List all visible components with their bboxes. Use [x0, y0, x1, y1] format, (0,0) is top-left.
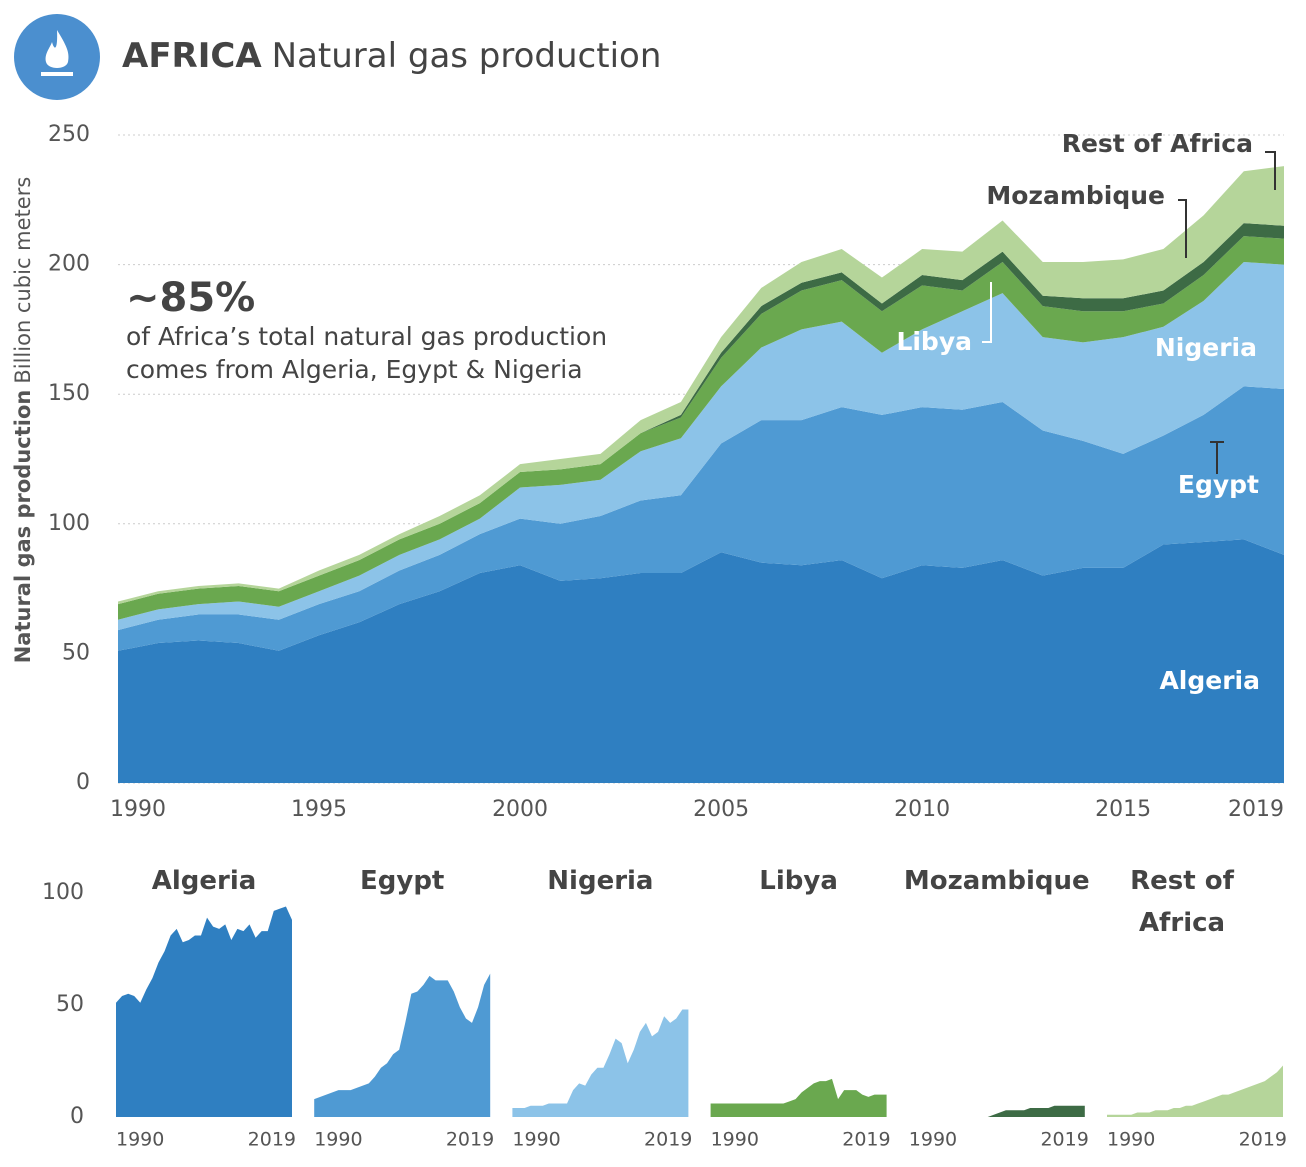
- annotation-line: comes from Algeria, Egypt & Nigeria: [126, 355, 583, 384]
- flame: [45, 30, 69, 68]
- y-tick-label: 50: [56, 992, 84, 1017]
- series-label: Nigeria: [1155, 333, 1257, 362]
- x-tick-label: 2000: [492, 797, 548, 822]
- x-tick-label: 1990: [116, 1129, 164, 1151]
- panel-title: Rest of Africa: [1130, 866, 1234, 938]
- x-tick-label: 1990: [314, 1129, 362, 1151]
- panel-title: Nigeria: [547, 866, 654, 896]
- x-tick-label: 2019: [248, 1129, 296, 1151]
- x-tick-label: 1990: [110, 797, 166, 822]
- panel-title: Algeria: [151, 866, 257, 896]
- x-tick-label: 2019: [644, 1129, 692, 1151]
- small-area: [1107, 1065, 1283, 1117]
- x-tick-label: 2019: [446, 1129, 494, 1151]
- small-area: [908, 1105, 1085, 1117]
- series-label: Libya: [896, 327, 972, 356]
- x-tick-label: 1990: [711, 1129, 759, 1151]
- x-tick-label: 1990: [512, 1129, 560, 1151]
- y-tick-label: 100: [48, 511, 90, 536]
- leader: [1265, 151, 1276, 190]
- x-tick-label: 2010: [894, 797, 950, 822]
- y-tick-label: 250: [48, 122, 90, 147]
- y-tick-label: 200: [48, 252, 90, 277]
- series-label: Algeria: [1159, 666, 1260, 695]
- panel-title: Egypt: [360, 866, 445, 896]
- x-tick-label: 2015: [1095, 797, 1151, 822]
- x-tick-label: 2005: [693, 797, 749, 822]
- annotation-big: ~85%: [126, 275, 255, 321]
- area: [118, 262, 1284, 631]
- chart-title: AFRICA Natural gas production: [122, 36, 661, 76]
- x-tick-label: 1995: [291, 797, 347, 822]
- leader: [1210, 441, 1224, 474]
- area: [118, 539, 1284, 783]
- panel-title: Libya: [759, 866, 838, 896]
- series-label: Egypt: [1178, 470, 1259, 499]
- x-tick-label: 2019: [842, 1129, 890, 1151]
- area: [118, 386, 1284, 651]
- x-tick-label: 2019: [1239, 1129, 1287, 1151]
- y-axis-label: Natural gas production Billion cubic mete…: [11, 177, 35, 664]
- y-tick-label: 0: [70, 1104, 84, 1129]
- panel-title: Mozambique: [903, 866, 1090, 896]
- y-tick-label: 0: [76, 770, 90, 795]
- series-label: Rest of Africa: [1062, 129, 1253, 158]
- y-tick-label: 50: [62, 640, 90, 665]
- y-tick-label: 100: [42, 880, 84, 905]
- leader-lines: [982, 151, 1276, 474]
- small-area: [116, 906, 292, 1117]
- y-label: Billion cubic meters: [11, 177, 35, 384]
- series-label: Mozambique: [986, 181, 1165, 210]
- small-area: [710, 1078, 887, 1117]
- title-bold: AFRICA: [122, 36, 262, 76]
- leader: [1178, 199, 1187, 258]
- y-tick-label: 150: [48, 381, 90, 406]
- y-label-bold: Natural gas production: [11, 390, 35, 664]
- plot: 0 50 100 150 200 250 1990 1995 2000 2005 2010 2015 2…: [42, 122, 1287, 1151]
- x-tick-label: 2019: [1040, 1129, 1088, 1151]
- small-area: [512, 1009, 689, 1117]
- leader: [982, 282, 992, 343]
- x-tick-label: 2019: [1228, 797, 1284, 822]
- x-tick-label: 1990: [909, 1129, 957, 1151]
- x-tick-label: 1990: [1107, 1129, 1155, 1151]
- annotation-line: of Africa’s total natural gas production: [126, 322, 607, 351]
- title: Natural gas production: [272, 36, 662, 76]
- small-area: [314, 973, 491, 1117]
- burner: [41, 72, 73, 76]
